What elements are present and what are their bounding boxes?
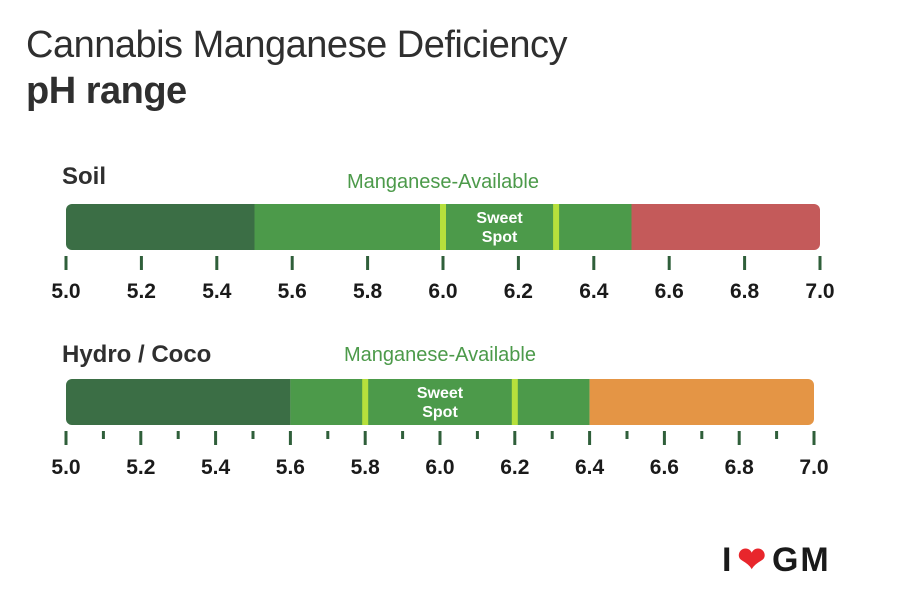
- brand-logo[interactable]: I ❤ GM: [722, 540, 831, 580]
- chart-hydro-coco-minor-tick-0: [101, 431, 105, 439]
- chart-hydro-coco-available-label: Manganese-Available: [344, 344, 536, 366]
- chart-hydro-coco-tick-label-2: 5.4: [201, 456, 231, 479]
- chart-hydro-coco-tick-1: [139, 431, 143, 445]
- chart-soil-sweet-spot-line-start: [440, 204, 446, 250]
- chart-soil-tick-8: [667, 256, 671, 270]
- chart-soil-tick-5: [441, 256, 445, 270]
- logo-letter-i: I: [722, 540, 734, 579]
- logo-letters-gm: GM: [771, 540, 831, 579]
- chart-soil-tick-3: [290, 256, 294, 270]
- chart-hydro-coco-minor-tick-1: [176, 431, 180, 439]
- chart-soil-tick-label-5: 6.0: [428, 280, 457, 303]
- chart-hydro-coco-tick-3: [288, 431, 292, 445]
- chart-soil-tick-2: [215, 256, 219, 270]
- chart-hydro-coco-segment-1: [66, 379, 291, 425]
- chart-hydro-coco-minor-tick-8: [700, 431, 704, 439]
- chart-soil-segment-1: [66, 204, 255, 250]
- chart-soil-tick-9: [743, 256, 747, 270]
- chart-hydro-coco-tick-label-4: 5.8: [351, 456, 381, 479]
- chart-hydro-coco-minor-tick-2: [251, 431, 255, 439]
- chart-soil-tick-label-4: 5.8: [353, 280, 383, 303]
- chart-hydro-coco-minor-tick-7: [625, 431, 629, 439]
- chart-hydro-coco-minor-tick-6: [550, 431, 554, 439]
- chart-hydro-coco-tick-label-5: 6.0: [425, 456, 454, 479]
- heart-icon: ❤: [737, 541, 768, 579]
- chart-hydro-coco-tick-7: [588, 431, 592, 445]
- chart-title: Cannabis Manganese Deficiency pH range: [26, 22, 568, 114]
- chart-soil-tick-0: [64, 256, 68, 270]
- chart-hydro-coco-segment-3: [589, 379, 814, 425]
- chart-hydro-coco-tick-0: [64, 431, 68, 445]
- chart-hydro-coco-segment-2: [290, 379, 590, 425]
- chart-hydro-coco-sweet-spot-line-start: [362, 379, 369, 425]
- chart-soil-sweet-spot-label-2: Spot: [482, 229, 518, 246]
- chart-hydro-coco-tick-label-10: 7.0: [799, 456, 828, 479]
- chart-hydro-coco-tick-label-6: 6.2: [500, 456, 529, 479]
- chart-hydro-coco-minor-tick-4: [401, 431, 405, 439]
- chart-hydro-coco-minor-tick-5: [475, 431, 479, 439]
- chart-hydro-coco-sweet-spot-label-1: Sweet: [417, 385, 464, 402]
- chart-hydro-coco-tick-10: [812, 431, 816, 445]
- chart-hydro-coco-tick-label-0: 5.0: [51, 456, 80, 479]
- chart-hydro-coco-tick-5: [438, 431, 442, 445]
- chart-soil-tick-label-1: 5.2: [127, 280, 156, 303]
- chart-hydro-coco-label: Hydro / Coco: [62, 341, 211, 368]
- chart-hydro-coco-sweet-spot-label-2: Spot: [422, 404, 458, 421]
- chart-hydro-coco-sweet-spot-line-end: [511, 379, 518, 425]
- chart-soil-tick-1: [139, 256, 143, 270]
- chart-hydro-coco-tick-label-1: 5.2: [126, 456, 155, 479]
- chart-soil-tick-label-6: 6.2: [504, 280, 533, 303]
- chart-soil-sweet-spot-label-1: Sweet: [476, 210, 523, 227]
- chart-hydro-coco-tick-4: [363, 431, 367, 445]
- chart-hydro-coco-tick-2: [214, 431, 218, 445]
- chart-hydro-coco-tick-9: [737, 431, 741, 445]
- chart-soil-segment-3: [631, 204, 820, 250]
- chart-soil-tick-10: [818, 256, 822, 270]
- chart-soil-sweet-spot-line-end: [553, 204, 560, 250]
- chart-hydro-coco-tick-label-3: 5.6: [276, 456, 305, 479]
- title-line-1: Cannabis Manganese Deficiency: [26, 24, 568, 66]
- chart-soil-tick-label-3: 5.6: [278, 280, 307, 303]
- chart-soil-label: Soil: [62, 163, 106, 190]
- chart-soil-tick-label-0: 5.0: [51, 280, 80, 303]
- chart-soil-tick-label-10: 7.0: [805, 280, 834, 303]
- chart-hydro-coco-tick-6: [513, 431, 517, 445]
- chart-soil-tick-6: [516, 256, 520, 270]
- chart-soil-available-label: Manganese-Available: [347, 171, 539, 193]
- chart-hydro-coco-tick-label-7: 6.4: [575, 456, 605, 479]
- chart-hydro-coco-tick-8: [662, 431, 666, 445]
- chart-soil-tick-7: [592, 256, 596, 270]
- chart-hydro-coco-minor-tick-3: [326, 431, 330, 439]
- chart-hydro-coco-tick-label-8: 6.6: [650, 456, 679, 479]
- chart-hydro-coco-tick-label-9: 6.8: [725, 456, 755, 479]
- chart-soil-tick-4: [366, 256, 370, 270]
- title-line-2: pH range: [26, 70, 187, 112]
- chart-soil-tick-label-7: 6.4: [579, 280, 609, 303]
- chart-soil-tick-label-2: 5.4: [202, 280, 232, 303]
- chart-soil-tick-label-8: 6.6: [655, 280, 684, 303]
- chart-soil-tick-label-9: 6.8: [730, 280, 760, 303]
- chart-hydro-coco-minor-tick-9: [775, 431, 779, 439]
